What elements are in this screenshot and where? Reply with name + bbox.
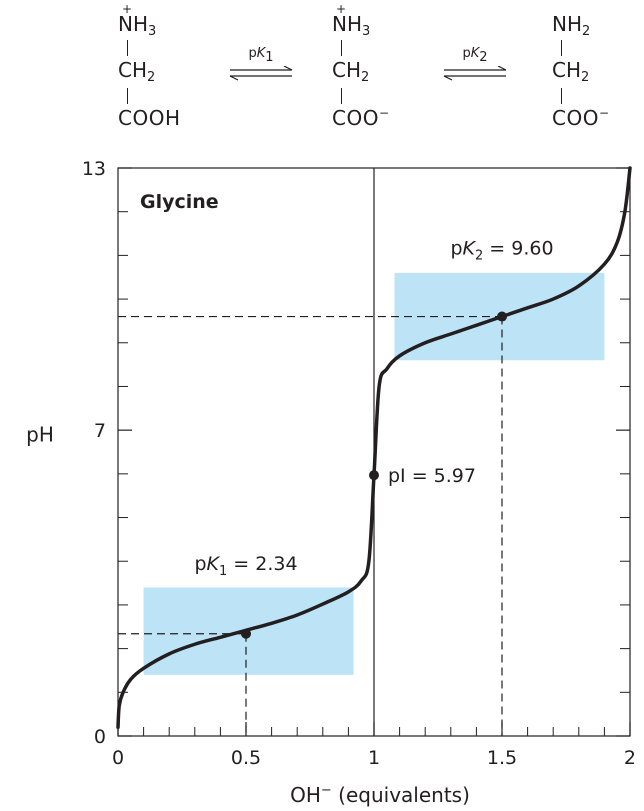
amino-charge: + bbox=[336, 2, 347, 16]
equilibrium-pk1: pK1 bbox=[226, 46, 296, 86]
glycine-cation-structure: + NH3 CH2 COOH bbox=[118, 0, 228, 140]
bond-line bbox=[561, 88, 563, 104]
equilibrium-label: pK1 bbox=[248, 46, 274, 65]
glycine-zwitterion-structure: + NH3 CH2 COO− bbox=[332, 0, 442, 140]
x-tick-label: 0.5 bbox=[231, 747, 261, 769]
x-tick-label: 0 bbox=[112, 747, 124, 769]
equilibrium-label: pK2 bbox=[462, 46, 488, 65]
x-tick-label: 1.5 bbox=[487, 747, 517, 769]
key-point-label: pK1 = 2.34 bbox=[194, 553, 297, 579]
carboxylate-group: COO− bbox=[332, 106, 390, 130]
bond-line bbox=[127, 40, 129, 56]
bond-line bbox=[127, 88, 129, 104]
glycine-anion-structure: NH2 CH2 COO− bbox=[552, 0, 644, 140]
equilibrium-arrows-icon bbox=[229, 66, 293, 81]
y-tick-label: 13 bbox=[82, 158, 106, 180]
x-tick-label: 1 bbox=[368, 747, 380, 769]
key-point-marker bbox=[241, 628, 251, 639]
y-tick-label: 7 bbox=[94, 420, 106, 442]
chart-title: Glycine bbox=[140, 191, 219, 213]
methylene-group: CH2 bbox=[118, 58, 156, 85]
key-point-label: pK2 = 9.60 bbox=[450, 238, 553, 264]
key-point-marker bbox=[497, 311, 507, 322]
key-point-marker bbox=[369, 470, 379, 481]
carboxylate-group: COO− bbox=[552, 106, 610, 130]
bond-line bbox=[341, 40, 343, 56]
methylene-group: CH2 bbox=[552, 58, 590, 85]
equilibrium-arrows-icon bbox=[443, 66, 507, 81]
key-point-label: pI = 5.97 bbox=[388, 465, 476, 487]
amino-charge: + bbox=[122, 2, 133, 16]
methylene-group: CH2 bbox=[332, 58, 370, 85]
y-tick-label: 0 bbox=[94, 726, 106, 748]
x-tick-label: 2 bbox=[624, 747, 636, 769]
carboxyl-group: COOH bbox=[118, 106, 181, 130]
titration-curve bbox=[116, 166, 632, 730]
amino-group: NH3 bbox=[332, 12, 371, 39]
y-axis-label: pH bbox=[26, 423, 54, 447]
equilibrium-pk2: pK2 bbox=[440, 46, 510, 86]
bond-line bbox=[341, 88, 343, 104]
x-axis-label: OH− (equivalents) bbox=[290, 783, 470, 807]
amino-group: NH3 bbox=[118, 12, 157, 39]
amino-group: NH2 bbox=[552, 12, 591, 39]
bond-line bbox=[561, 40, 563, 56]
